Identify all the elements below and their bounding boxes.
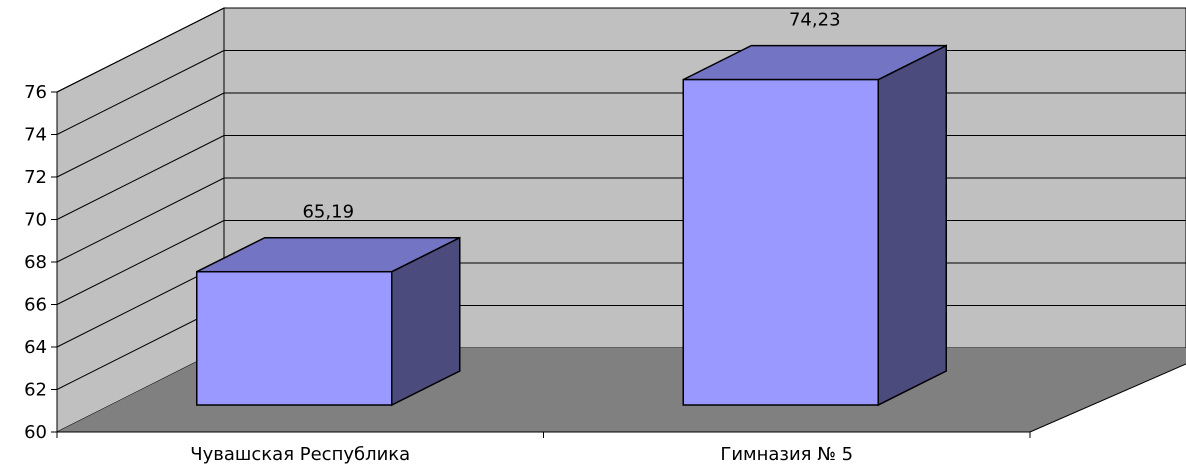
y-tick-label: 72 <box>24 167 47 188</box>
gridline <box>56 177 225 263</box>
gridline <box>56 7 225 93</box>
y-tick-label: 70 <box>24 210 47 231</box>
gridline <box>56 135 225 220</box>
axes <box>51 91 1186 438</box>
y-tick-label: 64 <box>24 337 47 358</box>
bars <box>196 44 947 407</box>
gridline <box>56 220 225 305</box>
category-label: Чувашская Республика <box>190 444 410 465</box>
labels: 60 62 64 66 68 70 72 74 76 65,19 Чувашская Республ… <box>24 10 853 465</box>
y-tick-label: 74 <box>24 125 47 146</box>
bar-front <box>682 78 879 406</box>
y-tick-label: 66 <box>24 295 47 316</box>
bar-front <box>196 270 393 406</box>
gridline <box>56 50 225 135</box>
gridline <box>56 92 225 178</box>
bar <box>196 236 461 407</box>
bar <box>682 44 947 407</box>
y-tick-label: 60 <box>24 422 47 443</box>
data-label: 74,23 <box>789 10 841 31</box>
y-tick-label: 76 <box>24 82 47 103</box>
y-tick-label: 68 <box>24 252 47 273</box>
data-label: 65,19 <box>302 202 354 223</box>
category-label: Гимназия № 5 <box>720 444 853 465</box>
y-tick-label: 62 <box>24 380 47 401</box>
floor-edge <box>1029 363 1186 433</box>
bar-side <box>877 44 947 407</box>
